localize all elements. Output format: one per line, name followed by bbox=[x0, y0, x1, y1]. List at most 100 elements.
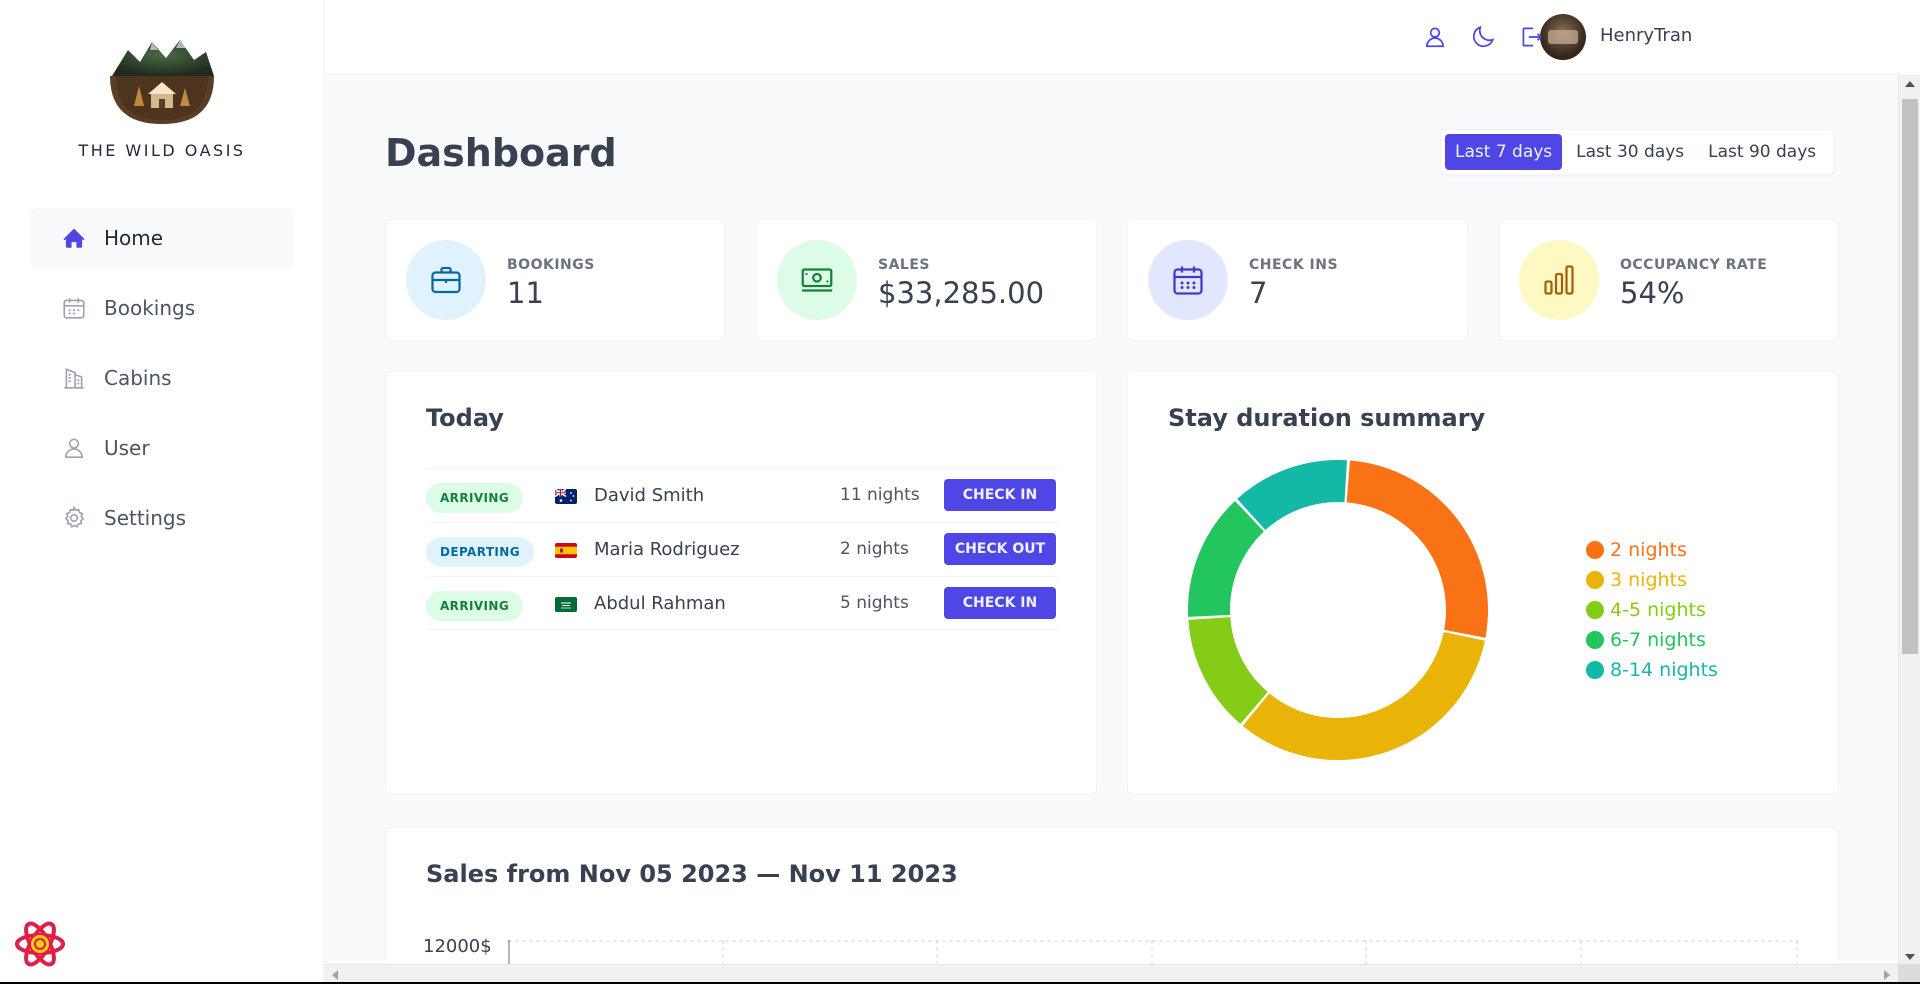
legend-label: 3 nights bbox=[1610, 569, 1687, 591]
donut-slice-8-14-nights[interactable] bbox=[1237, 460, 1347, 531]
check-in-button[interactable]: CHECK IN bbox=[944, 587, 1056, 619]
logout-icon bbox=[1522, 27, 1542, 47]
scroll-right-arrow-icon[interactable] bbox=[1884, 970, 1890, 980]
calendar-days-icon bbox=[1148, 240, 1228, 320]
banknotes-icon bbox=[777, 240, 857, 320]
stay-duration-title: Stay duration summary bbox=[1168, 404, 1486, 432]
dark-mode-toggle[interactable] bbox=[1468, 22, 1498, 52]
filter-last-90-days[interactable]: Last 90 days bbox=[1708, 142, 1817, 162]
legend-item: 2 nights bbox=[1586, 535, 1718, 565]
guest-name: Abdul Rahman bbox=[594, 593, 726, 614]
scroll-left-arrow-icon[interactable] bbox=[332, 970, 338, 980]
legend-swatch bbox=[1586, 601, 1604, 619]
avatar[interactable] bbox=[1540, 14, 1586, 60]
guest-name: David Smith bbox=[594, 485, 705, 506]
legend-label: 2 nights bbox=[1610, 539, 1687, 561]
sidebar-item-label: Cabins bbox=[104, 366, 172, 390]
donut-slice-6-7-nights[interactable] bbox=[1188, 500, 1264, 617]
nights-count: 2 nights bbox=[840, 539, 909, 559]
stat-check-ins: CHECK INS 7 bbox=[1127, 219, 1468, 341]
stay-duration-panel: Stay duration summary 2 nights 3 nights 4-… bbox=[1127, 371, 1839, 795]
spain-flag-icon bbox=[555, 543, 577, 558]
legend-item: 3 nights bbox=[1586, 565, 1718, 595]
sidebar-item-label: Settings bbox=[104, 506, 187, 530]
filter-last-30-days[interactable]: Last 30 days bbox=[1576, 142, 1685, 162]
react-devtools-icon[interactable] bbox=[14, 919, 66, 969]
sidebar-item-home[interactable]: Home bbox=[30, 208, 294, 268]
main-content: Dashboard Last 7 days Last 30 days Last … bbox=[324, 75, 1898, 964]
legend-item: 8-14 nights bbox=[1586, 655, 1718, 685]
scrollbar-thumb[interactable] bbox=[1902, 99, 1918, 654]
top-header: HenryTran bbox=[324, 0, 1920, 75]
stat-value: $33,285.00 bbox=[878, 276, 1045, 310]
scroll-down-arrow-icon[interactable] bbox=[1905, 954, 1915, 960]
gear-icon bbox=[60, 504, 88, 532]
sidebar-item-settings[interactable]: Settings bbox=[30, 488, 294, 548]
sidebar-item-label: Home bbox=[104, 226, 164, 250]
horizontal-scrollbar[interactable] bbox=[324, 964, 1898, 982]
legend-swatch bbox=[1586, 631, 1604, 649]
check-in-button[interactable]: CHECK IN bbox=[944, 479, 1056, 511]
nights-count: 5 nights bbox=[840, 593, 909, 613]
legend-label: 4-5 nights bbox=[1610, 599, 1706, 621]
check-out-button[interactable]: CHECK OUT bbox=[944, 533, 1056, 565]
sales-chart-grid bbox=[508, 940, 1798, 964]
australia-flag-icon bbox=[555, 489, 577, 504]
legend-item: 6-7 nights bbox=[1586, 625, 1718, 655]
legend-label: 6-7 nights bbox=[1610, 629, 1706, 651]
stat-value: 11 bbox=[507, 276, 544, 310]
home-icon bbox=[60, 224, 88, 252]
scroll-up-arrow-icon[interactable] bbox=[1905, 81, 1915, 87]
today-row: ARRIVING Abdul Rahman 5 nights CHECK IN bbox=[426, 576, 1058, 630]
stat-label: SALES bbox=[878, 257, 930, 273]
account-button[interactable] bbox=[1420, 22, 1450, 52]
today-row: ARRIVING David Smith 11 nights CHECK IN bbox=[426, 468, 1058, 522]
legend-item: 4-5 nights bbox=[1586, 595, 1718, 625]
filter-last-7-days[interactable]: Last 7 days bbox=[1445, 134, 1563, 170]
sidebar-item-user[interactable]: User bbox=[30, 418, 294, 478]
today-row: DEPARTING Maria Rodriguez 2 nights CHECK… bbox=[426, 522, 1058, 576]
logo bbox=[110, 40, 214, 124]
donut-slice-3-nights[interactable] bbox=[1242, 632, 1485, 760]
sidebar-item-cabins[interactable]: Cabins bbox=[30, 348, 294, 408]
sidebar-item-label: Bookings bbox=[104, 296, 196, 320]
stat-occupancy-rate: OCCUPANCY RATE 54% bbox=[1498, 219, 1839, 341]
stat-label: BOOKINGS bbox=[507, 257, 595, 273]
donut-slice-2-nights[interactable] bbox=[1346, 460, 1488, 638]
moon-icon bbox=[1472, 25, 1495, 48]
chart-bar-icon bbox=[1519, 240, 1599, 320]
date-filter: Last 7 days Last 30 days Last 90 days bbox=[1440, 129, 1836, 175]
legend-swatch bbox=[1586, 541, 1604, 559]
brand-name: THE WILD OASIS bbox=[78, 141, 246, 160]
user-icon bbox=[1426, 27, 1444, 48]
stat-label: CHECK INS bbox=[1249, 257, 1339, 273]
saudi-arabia-flag-icon bbox=[555, 597, 577, 612]
nights-count: 11 nights bbox=[840, 485, 920, 505]
vertical-scrollbar[interactable] bbox=[1898, 75, 1920, 964]
sidebar-item-bookings[interactable]: Bookings bbox=[30, 278, 294, 338]
today-list: ARRIVING David Smith 11 nights CHECK IN … bbox=[426, 468, 1058, 630]
today-panel: Today ARRIVING David Smith 11 nights CHE… bbox=[385, 371, 1097, 795]
calendar-icon bbox=[60, 294, 88, 322]
legend-label: 8-14 nights bbox=[1610, 659, 1718, 681]
stat-value: 7 bbox=[1249, 276, 1268, 310]
status-badge: ARRIVING bbox=[426, 483, 524, 513]
stat-sales: SALES $33,285.00 bbox=[756, 219, 1097, 341]
donut-slice-4-5-nights[interactable] bbox=[1188, 617, 1268, 724]
stat-bookings: BOOKINGS 11 bbox=[385, 219, 726, 341]
y-axis-tick-label: 12000$ bbox=[423, 936, 492, 957]
sidebar-item-label: User bbox=[104, 436, 150, 460]
sales-title: Sales from Nov 05 2023 — Nov 11 2023 bbox=[426, 860, 958, 888]
stay-duration-donut-chart bbox=[1188, 460, 1488, 760]
chart-legend: 2 nights 3 nights 4-5 nights 6-7 nights 8-14… bbox=[1586, 535, 1718, 685]
sidebar: THE WILD OASIS Home Bookings Cabins User bbox=[0, 0, 324, 984]
guest-name: Maria Rodriguez bbox=[594, 539, 740, 560]
today-title: Today bbox=[426, 404, 504, 432]
stat-value: 54% bbox=[1620, 276, 1685, 310]
user-icon bbox=[60, 434, 88, 462]
scrollbar-corner bbox=[1898, 964, 1920, 982]
legend-swatch bbox=[1586, 571, 1604, 589]
sales-panel: Sales from Nov 05 2023 — Nov 11 2023 120… bbox=[385, 827, 1839, 964]
logout-button[interactable] bbox=[1516, 22, 1546, 52]
briefcase-icon bbox=[406, 240, 486, 320]
